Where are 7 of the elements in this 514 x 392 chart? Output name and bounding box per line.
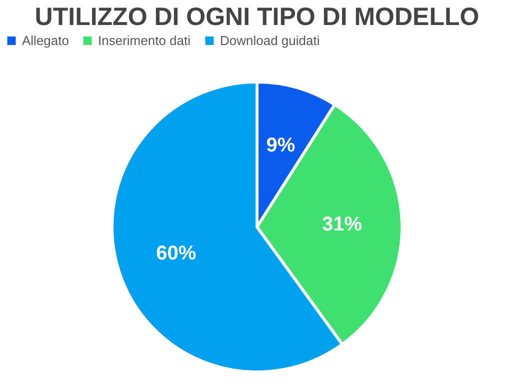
data-label: 31% [322, 213, 362, 236]
chart-title: UTILIZZO DI OGNI TIPO DI MODELLO [34, 3, 480, 31]
legend-label: Inserimento dati [98, 32, 191, 48]
data-label: 60% [156, 242, 196, 264]
data-label: 9% [266, 134, 296, 156]
legend-label: Download guidati [220, 32, 320, 48]
legend-label: Allegato [22, 32, 69, 48]
